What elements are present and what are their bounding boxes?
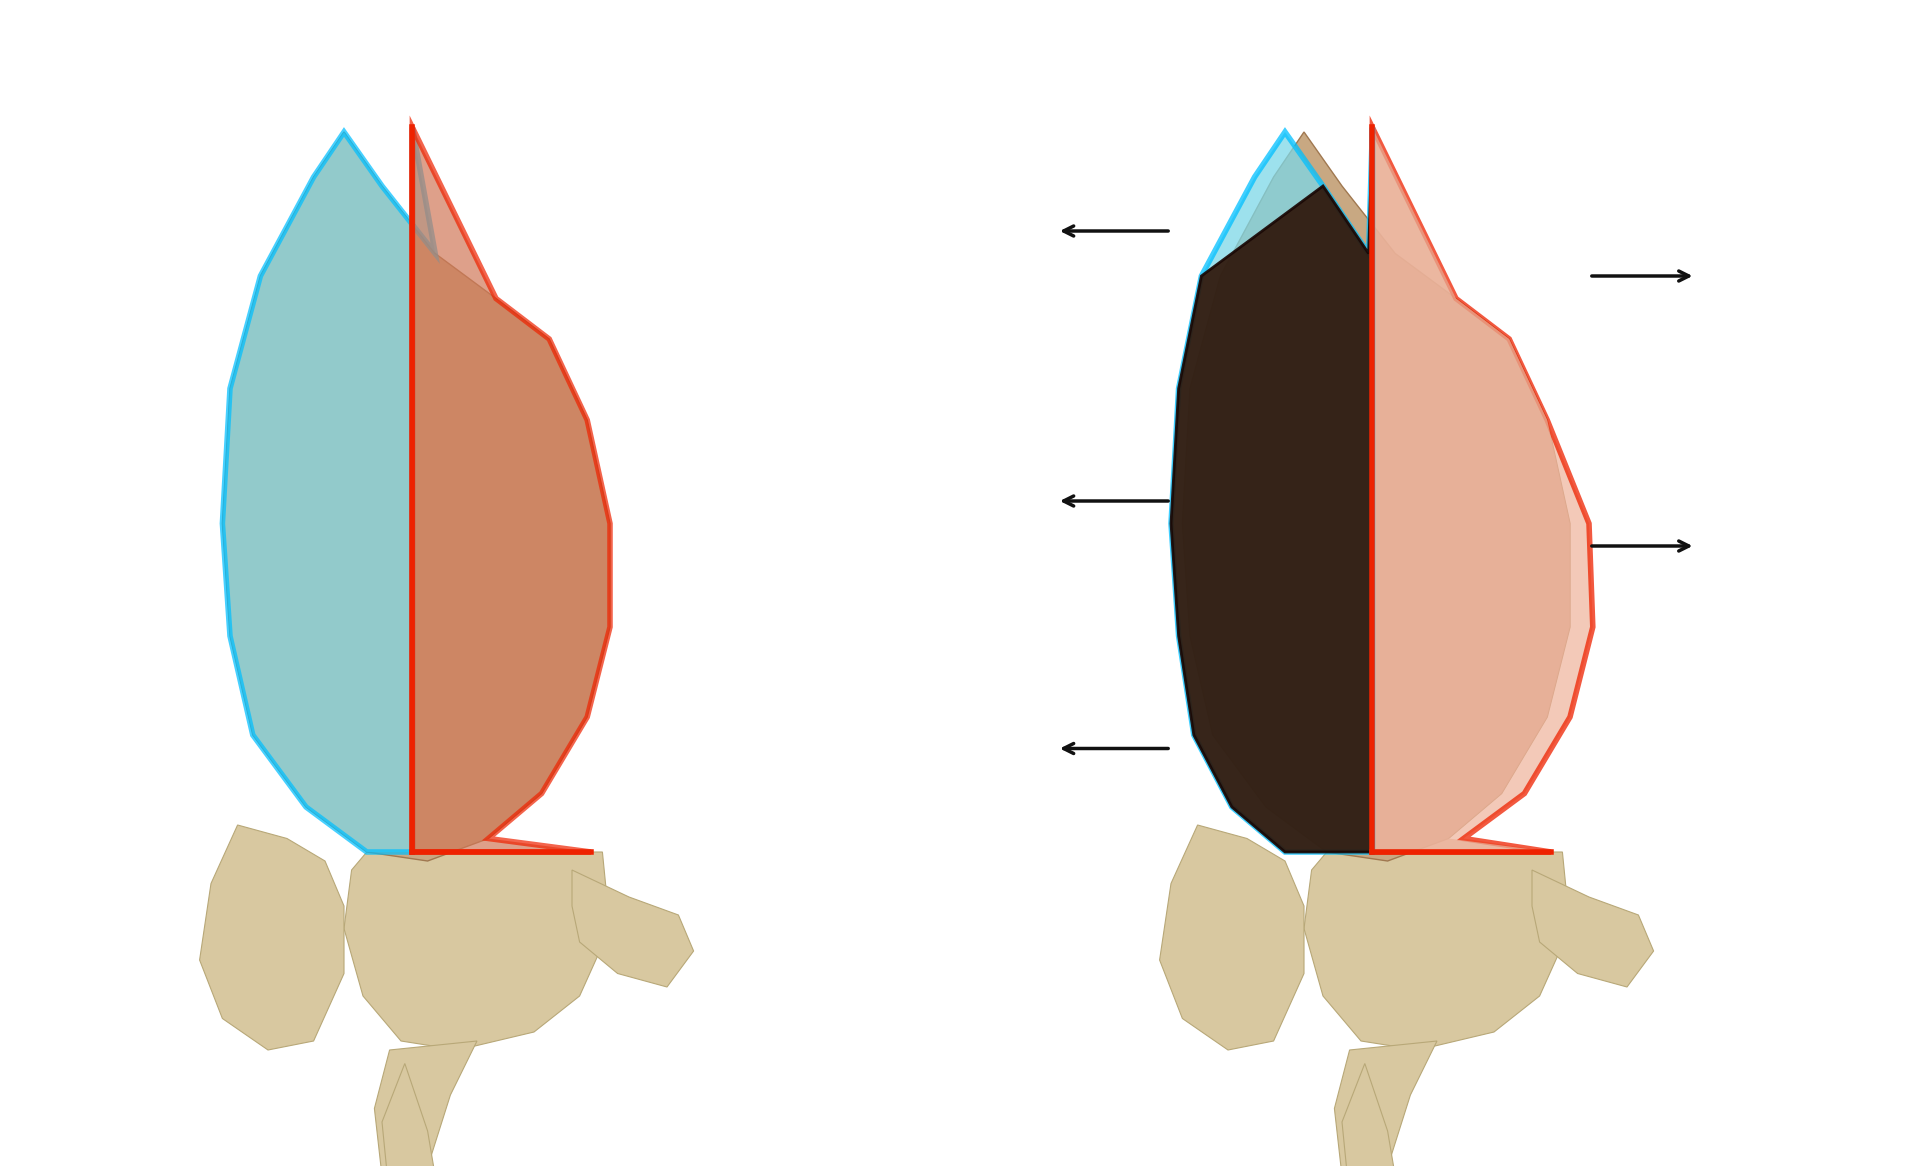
Polygon shape <box>1304 852 1571 1051</box>
Polygon shape <box>1372 127 1592 852</box>
Polygon shape <box>1343 1063 1403 1166</box>
Polygon shape <box>1182 132 1571 861</box>
Polygon shape <box>572 870 694 986</box>
Polygon shape <box>222 132 611 861</box>
Polygon shape <box>1171 127 1372 852</box>
Polygon shape <box>344 852 611 1051</box>
Polygon shape <box>199 826 344 1051</box>
Polygon shape <box>1335 1041 1437 1166</box>
Polygon shape <box>383 1063 442 1166</box>
Polygon shape <box>412 127 611 852</box>
Polygon shape <box>375 1041 477 1166</box>
Polygon shape <box>1159 826 1304 1051</box>
Polygon shape <box>1171 127 1372 852</box>
Polygon shape <box>222 127 435 852</box>
Polygon shape <box>1372 127 1571 852</box>
Polygon shape <box>1532 870 1654 986</box>
